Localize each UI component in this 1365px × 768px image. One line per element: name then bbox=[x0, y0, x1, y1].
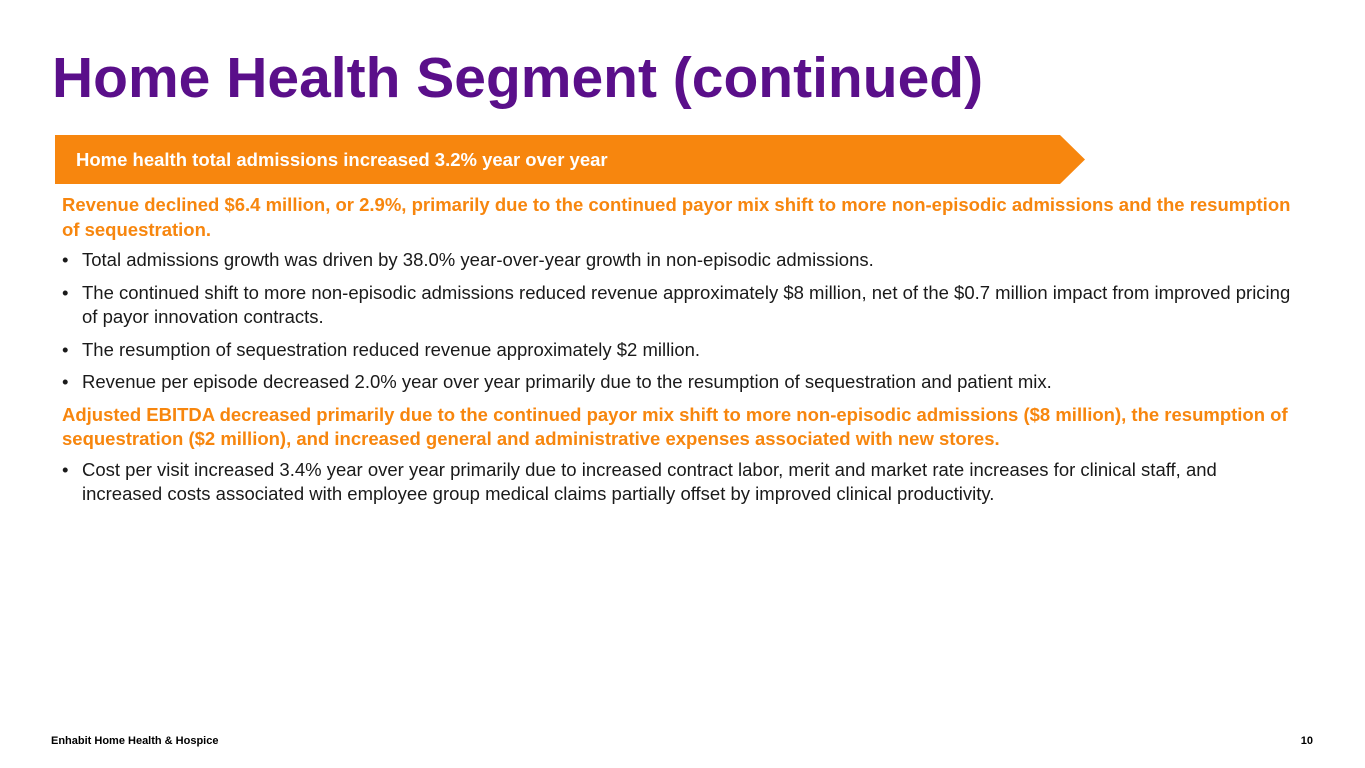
ebitda-highlight: Adjusted EBITDA decreased primarily due … bbox=[62, 403, 1288, 450]
banner-text: Home health total admissions increased 3… bbox=[76, 149, 608, 170]
headline-banner: Home health total admissions increased 3… bbox=[55, 135, 1085, 184]
bullet-item: The resumption of sequestration reduced … bbox=[62, 338, 1302, 363]
revenue-bullet-list: Total admissions growth was driven by 38… bbox=[62, 248, 1302, 395]
bullet-item: Cost per visit increased 3.4% year over … bbox=[62, 458, 1302, 507]
bullet-item: Revenue per episode decreased 2.0% year … bbox=[62, 370, 1302, 395]
bullet-item: The continued shift to more non-episodic… bbox=[62, 281, 1302, 330]
slide-content: Revenue declined $6.4 million, or 2.9%, … bbox=[62, 193, 1302, 515]
ebitda-bullet-list: Cost per visit increased 3.4% year over … bbox=[62, 458, 1302, 507]
revenue-highlight: Revenue declined $6.4 million, or 2.9%, … bbox=[62, 194, 1291, 240]
slide-title: Home Health Segment (continued) bbox=[52, 46, 984, 110]
bullet-item: Total admissions growth was driven by 38… bbox=[62, 248, 1302, 273]
page-number: 10 bbox=[1300, 735, 1313, 747]
footer-company-name: Enhabit Home Health & Hospice bbox=[51, 735, 219, 747]
